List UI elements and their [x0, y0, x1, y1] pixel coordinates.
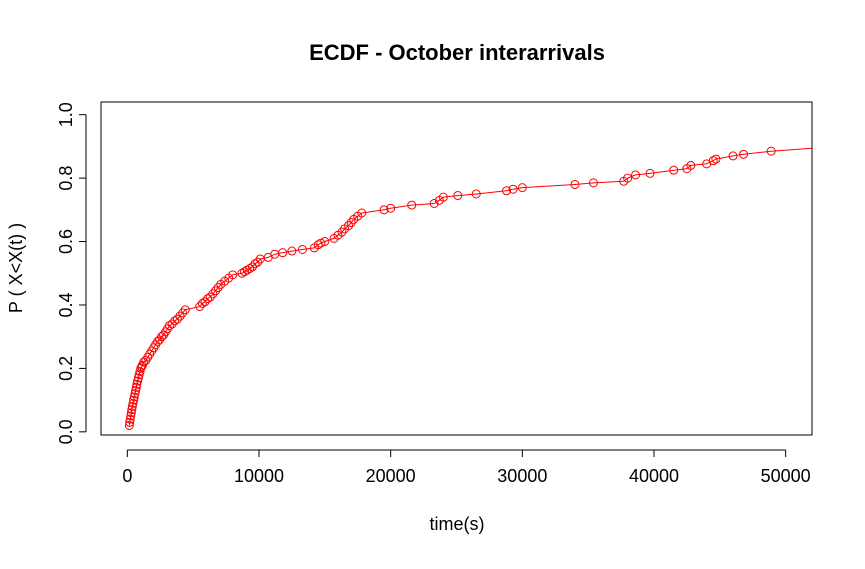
ecdf-point	[242, 265, 252, 275]
ecdf-point	[247, 262, 257, 272]
ecdf-point	[245, 264, 255, 273]
plot-frame	[100, 101, 813, 436]
ecdf-point	[175, 311, 185, 321]
y-tick-label: 1.0	[56, 102, 76, 127]
ecdf-point	[208, 289, 218, 299]
ecdf-point	[213, 283, 223, 293]
ecdf-point	[137, 362, 147, 372]
y-axis-label: P ( X<X(t) )	[6, 223, 26, 313]
ecdf-point	[127, 405, 137, 415]
ecdf-point	[320, 237, 330, 247]
ecdf-point	[129, 392, 139, 402]
ecdf-point	[200, 297, 210, 307]
ecdf-point	[211, 286, 221, 296]
ecdf-point	[205, 292, 215, 302]
ecdf-point	[708, 156, 718, 166]
ecdf-point	[124, 420, 134, 430]
ecdf-point	[253, 257, 263, 267]
ecdf-point	[407, 200, 417, 210]
x-tick-label: 50000	[761, 466, 811, 486]
ecdf-point	[287, 246, 297, 256]
y-axis: 0.0 0.2 0.4 0.6 0.8 1.0	[56, 102, 87, 444]
y-tick-label: 0.6	[56, 229, 76, 254]
ecdf-point	[502, 186, 512, 196]
ecdf-point	[631, 170, 641, 180]
ecdf-series-line	[128, 147, 813, 426]
ecdf-point	[250, 259, 260, 269]
x-axis: 0 10000 20000 30000 40000 50000	[122, 449, 811, 486]
ecdf-point	[167, 319, 177, 329]
ecdf-point	[766, 146, 776, 156]
ecdf-point	[357, 208, 367, 218]
ecdf-point	[237, 268, 247, 278]
ecdf-point	[297, 244, 307, 254]
ecdf-point	[126, 408, 136, 418]
ecdf-point	[471, 189, 481, 199]
x-tick-label: 40000	[629, 466, 679, 486]
ecdf-point	[316, 238, 326, 248]
ecdf-point	[126, 411, 136, 421]
ecdf-point	[508, 184, 518, 194]
ecdf-series-points	[124, 146, 776, 430]
ecdf-point	[129, 395, 139, 405]
ecdf-point	[570, 179, 580, 189]
ecdf-point	[344, 221, 354, 231]
ecdf-point	[164, 321, 174, 331]
ecdf-point	[197, 298, 207, 308]
ecdf-point	[728, 151, 738, 161]
ecdf-point	[623, 173, 633, 183]
ecdf-point	[178, 308, 188, 318]
ecdf-point	[180, 305, 190, 315]
ecdf-point	[228, 270, 238, 280]
x-tick-label: 20000	[366, 466, 416, 486]
ecdf-point	[134, 370, 144, 380]
ecdf-point	[203, 294, 213, 304]
ecdf-point	[125, 417, 135, 427]
y-tick-label: 0.0	[56, 419, 76, 444]
y-tick-label: 0.8	[56, 166, 76, 191]
ecdf-point	[453, 191, 463, 201]
ecdf-point	[131, 382, 141, 392]
ecdf-point	[135, 367, 145, 377]
ecdf-point	[127, 401, 137, 411]
ecdf-point	[131, 386, 141, 396]
ecdf-point	[128, 398, 138, 408]
ecdf-point	[172, 314, 182, 324]
y-tick-label: 0.2	[56, 356, 76, 381]
ecdf-point	[739, 149, 749, 159]
ecdf-point	[240, 267, 250, 277]
x-tick-label: 10000	[234, 466, 284, 486]
ecdf-point	[517, 183, 527, 193]
x-axis-label: time(s)	[430, 514, 485, 534]
ecdf-point	[711, 154, 721, 164]
ecdf-point	[133, 373, 143, 383]
ecdf-point	[429, 198, 439, 208]
x-tick-label: 0	[122, 466, 132, 486]
ecdf-point	[132, 379, 142, 389]
y-tick-label: 0.4	[56, 292, 76, 317]
ecdf-point	[130, 389, 140, 399]
ecdf-point	[337, 227, 347, 237]
ecdf-point	[686, 160, 696, 170]
ecdf-point	[170, 316, 180, 326]
ecdf-point	[278, 248, 288, 258]
ecdf-point	[669, 165, 679, 175]
ecdf-point	[438, 192, 448, 202]
x-tick-label: 30000	[497, 466, 547, 486]
ecdf-point	[133, 376, 143, 386]
ecdf-point	[588, 178, 598, 188]
ecdf-point	[379, 205, 389, 215]
ecdf-point	[645, 168, 655, 178]
chart-title: ECDF - October interarrivals	[309, 40, 605, 65]
ecdf-point	[346, 218, 356, 228]
ecdf-point	[195, 302, 205, 312]
ecdf-point	[386, 203, 396, 213]
ecdf-point	[125, 414, 135, 424]
